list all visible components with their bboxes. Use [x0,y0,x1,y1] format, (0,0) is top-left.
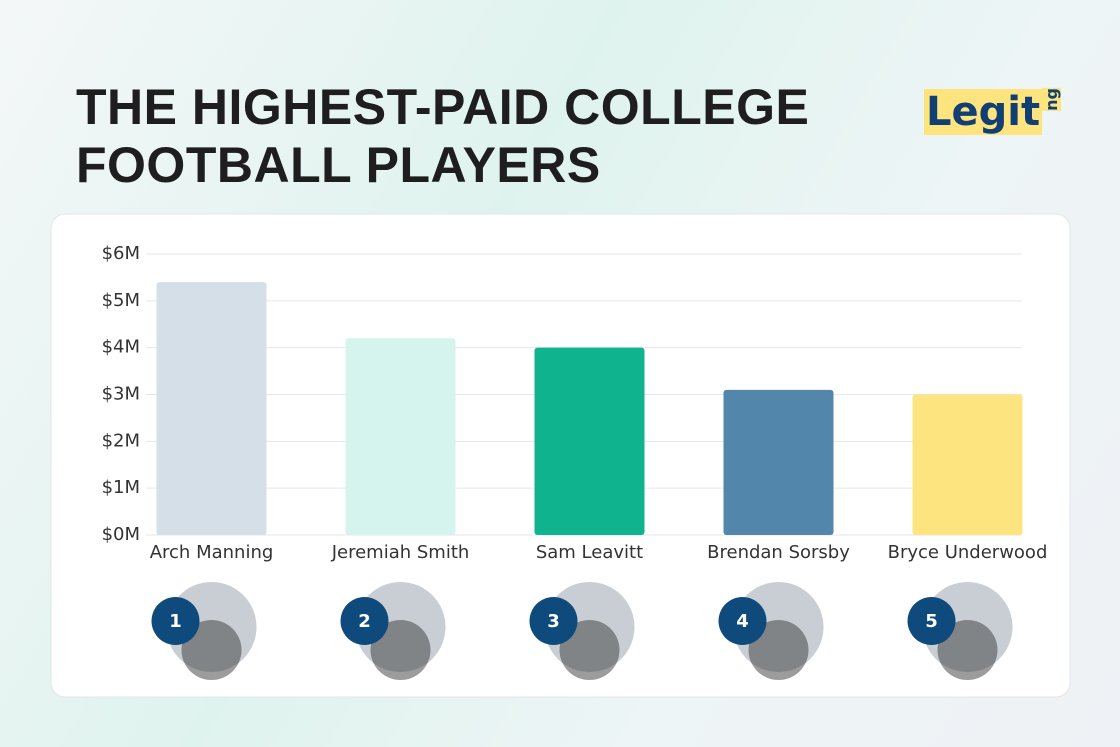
rank-label: 1 [169,611,182,632]
y-tick-label: $6M [102,243,140,264]
x-tick-label: Jeremiah Smith [331,542,470,563]
rank-badge [340,597,389,645]
y-tick-label: $3M [102,384,140,405]
bar [534,347,645,535]
bar [345,338,456,535]
player-photo-detail [937,620,998,680]
rank-badge [529,597,578,645]
player-photo-detail [748,620,809,680]
chart-title: THE HIGHEST-PAID COLLEGE FOOTBALL PLAYER… [76,79,810,193]
y-tick-label: $5M [102,290,140,311]
bar [912,394,1023,535]
rank-badge [718,597,767,645]
x-tick-label: Arch Manning [150,542,274,563]
player-photo-detail [181,620,242,680]
logo-text: Legit [924,89,1043,136]
player-photo-detail [370,620,431,680]
rank-label: 3 [547,611,560,632]
bar [156,282,267,535]
logo: Legit ng [924,88,1062,136]
rank-badge [907,597,956,645]
y-tick-label: $1M [102,477,140,498]
x-tick-label: Brendan Sorsby [707,542,850,563]
rank-label: 2 [358,611,371,632]
y-tick-label: $4M [102,337,140,358]
y-tick-label: $2M [102,430,140,451]
rank-label: 5 [925,611,938,632]
x-tick-label: Bryce Underwood [888,542,1048,563]
bar [723,389,834,535]
rank-label: 4 [736,611,749,632]
player-photo-detail [559,620,620,680]
y-tick-label: $0M [102,524,140,545]
rank-badge [151,597,200,645]
x-tick-label: Sam Leavitt [536,542,643,563]
